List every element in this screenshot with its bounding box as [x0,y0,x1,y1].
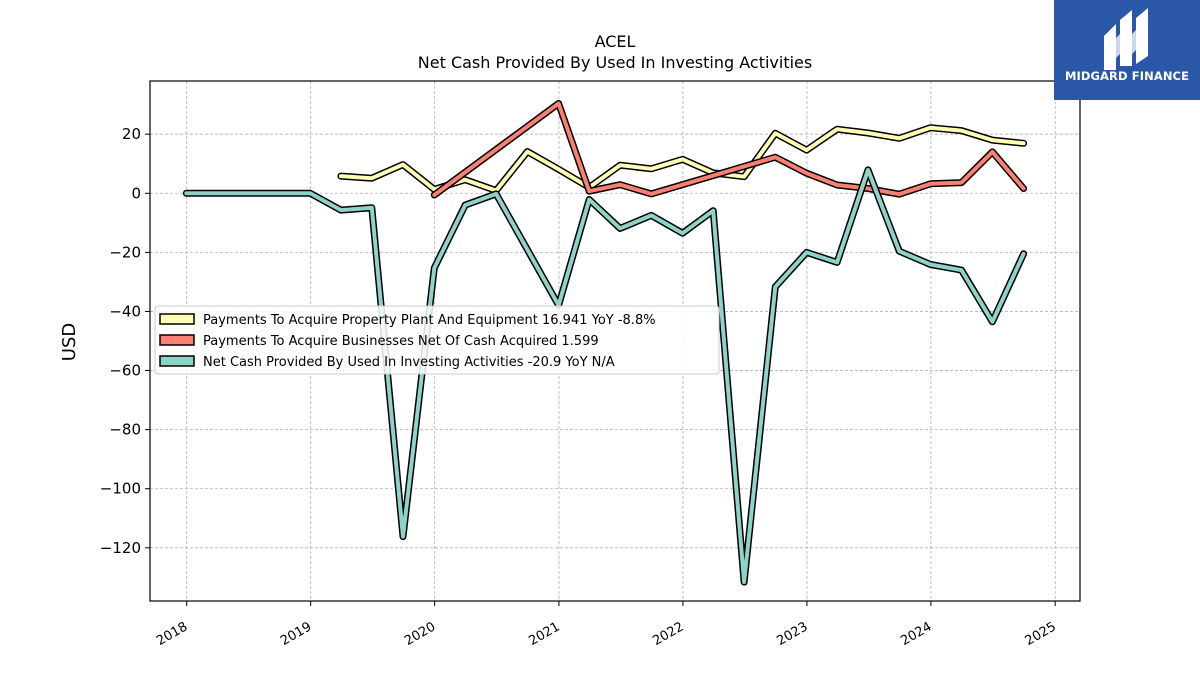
series-2-line [184,167,1026,585]
series-2-outline [182,166,1028,586]
series-layer [182,100,1028,586]
legend-entry: Payments To Acquire Businesses Net Of Ca… [203,334,599,349]
chart-title: ACEL [595,32,636,51]
midgard-logo-icon [1104,8,1148,70]
midgard-finance-logo: MIDGARD FINANCE [1054,0,1200,100]
legend-entry: Net Cash Provided By Used In Investing A… [203,355,615,370]
x-tick-label: 2022 [650,619,686,649]
chart-subtitle: Net Cash Provided By Used In Investing A… [418,53,812,72]
plot-frame [149,80,1081,602]
y-tick-label: −40 [109,302,141,320]
y-tick-label: −60 [109,362,141,380]
y-tick-label: 0 [131,184,141,202]
legend-swatch [159,355,195,367]
legend-swatch [159,313,195,325]
legend-swatch [159,334,195,346]
x-tick-label: 2023 [774,619,810,649]
x-tick-label: 2019 [278,619,314,649]
series-1-outline [430,100,1028,199]
x-tick-label: 2018 [154,619,190,649]
y-tick-label: −100 [100,480,141,498]
x-tick-label: 2021 [526,619,562,649]
legend-entry: Payments To Acquire Property Plant And E… [203,313,656,328]
y-tick-label: −120 [100,539,141,557]
x-tick-label: 2020 [402,619,438,649]
axis-ticks: 2018 2019 2020 2021 2022 2023 2024 2025 20 0 −20 −4… [100,125,1059,649]
x-tick-label: 2024 [898,619,934,649]
x-tick-label: 2025 [1023,619,1059,649]
y-axis-label: USD [59,323,80,361]
legend: Payments To Acquire Property Plant And E… [154,305,720,375]
y-tick-label: 20 [122,125,141,143]
y-tick-label: −80 [109,421,141,439]
series-1-line [432,101,1026,197]
legend-box [154,305,720,375]
y-tick-label: −20 [109,243,141,261]
logo-text: MIDGARD FINANCE [1064,69,1190,83]
